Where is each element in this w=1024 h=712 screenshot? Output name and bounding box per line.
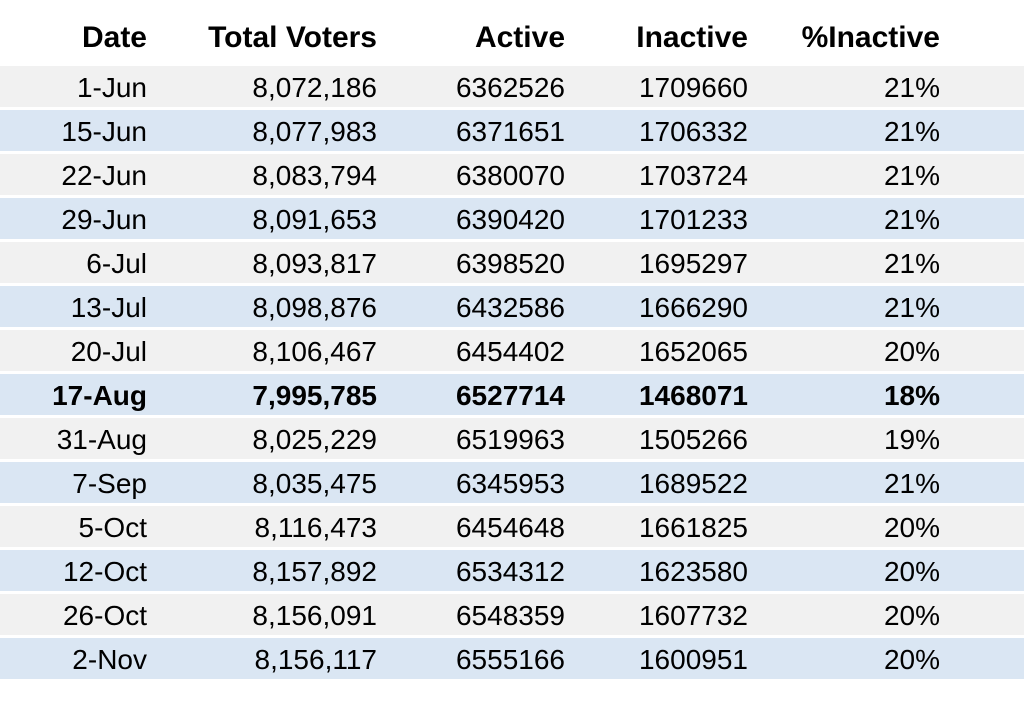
cell-date: 6-Jul: [0, 240, 160, 286]
cell-total-voters: 8,098,876: [160, 284, 390, 330]
table-row: 6-Jul 8,093,817 6398520 1695297 21%: [0, 240, 1024, 286]
table-row: 13-Jul 8,098,876 6432586 1666290 21%: [0, 284, 1024, 330]
cell-pct-inactive: 21%: [761, 284, 1024, 330]
column-header-inactive: Inactive: [578, 0, 761, 66]
table-row: 31-Aug 8,025,229 6519963 1505266 19%: [0, 416, 1024, 462]
cell-pct-inactive: 20%: [761, 504, 1024, 550]
cell-active: 6390420: [390, 196, 578, 242]
cell-date: 12-Oct: [0, 548, 160, 594]
table-row: 12-Oct 8,157,892 6534312 1623580 20%: [0, 548, 1024, 594]
cell-total-voters: 8,156,117: [160, 636, 390, 682]
cell-pct-inactive: 18%: [761, 372, 1024, 418]
cell-pct-inactive: 21%: [761, 152, 1024, 198]
cell-inactive: 1701233: [578, 196, 761, 242]
cell-inactive: 1505266: [578, 416, 761, 462]
cell-inactive: 1600951: [578, 636, 761, 682]
cell-active: 6548359: [390, 592, 578, 638]
cell-inactive: 1695297: [578, 240, 761, 286]
cell-date: 2-Nov: [0, 636, 160, 682]
cell-total-voters: 8,035,475: [160, 460, 390, 506]
cell-pct-inactive: 21%: [761, 108, 1024, 154]
cell-inactive: 1709660: [578, 64, 761, 110]
cell-date: 31-Aug: [0, 416, 160, 462]
cell-date: 1-Jun: [0, 64, 160, 110]
cell-inactive: 1652065: [578, 328, 761, 374]
cell-date: 26-Oct: [0, 592, 160, 638]
cell-pct-inactive: 21%: [761, 460, 1024, 506]
cell-active: 6398520: [390, 240, 578, 286]
table-row: 29-Jun 8,091,653 6390420 1701233 21%: [0, 196, 1024, 242]
cell-date: 13-Jul: [0, 284, 160, 330]
table-body: 1-Jun 8,072,186 6362526 1709660 21% 15-Jun 8,0…: [0, 64, 1024, 682]
cell-pct-inactive: 21%: [761, 240, 1024, 286]
cell-active: 6534312: [390, 548, 578, 594]
cell-inactive: 1703724: [578, 152, 761, 198]
table-row: 22-Jun 8,083,794 6380070 1703724 21%: [0, 152, 1024, 198]
column-header-total-voters: Total Voters: [160, 0, 390, 66]
column-header-pct-inactive: %Inactive: [761, 0, 1024, 66]
cell-active: 6454648: [390, 504, 578, 550]
cell-total-voters: 8,077,983: [160, 108, 390, 154]
cell-date: 15-Jun: [0, 108, 160, 154]
cell-pct-inactive: 20%: [761, 592, 1024, 638]
cell-date: 7-Sep: [0, 460, 160, 506]
table-row: 7-Sep 8,035,475 6345953 1689522 21%: [0, 460, 1024, 506]
table-row: 5-Oct 8,116,473 6454648 1661825 20%: [0, 504, 1024, 550]
cell-active: 6362526: [390, 64, 578, 110]
header-row: Date Total Voters Active Inactive %Inact…: [0, 0, 1024, 66]
cell-active: 6432586: [390, 284, 578, 330]
cell-active: 6345953: [390, 460, 578, 506]
cell-total-voters: 8,091,653: [160, 196, 390, 242]
cell-total-voters: 8,156,091: [160, 592, 390, 638]
table-row: 2-Nov 8,156,117 6555166 1600951 20%: [0, 636, 1024, 682]
cell-pct-inactive: 20%: [761, 328, 1024, 374]
cell-inactive: 1689522: [578, 460, 761, 506]
cell-inactive: 1607732: [578, 592, 761, 638]
table-row: 1-Jun 8,072,186 6362526 1709660 21%: [0, 64, 1024, 110]
table-row: 26-Oct 8,156,091 6548359 1607732 20%: [0, 592, 1024, 638]
cell-pct-inactive: 20%: [761, 636, 1024, 682]
cell-date: 17-Aug: [0, 372, 160, 418]
cell-inactive: 1666290: [578, 284, 761, 330]
cell-total-voters: 8,106,467: [160, 328, 390, 374]
cell-active: 6519963: [390, 416, 578, 462]
cell-pct-inactive: 19%: [761, 416, 1024, 462]
cell-inactive: 1468071: [578, 372, 761, 418]
cell-active: 6371651: [390, 108, 578, 154]
cell-total-voters: 8,157,892: [160, 548, 390, 594]
cell-active: 6527714: [390, 372, 578, 418]
table-row: 17-Aug 7,995,785 6527714 1468071 18%: [0, 372, 1024, 418]
column-header-active: Active: [390, 0, 578, 66]
column-header-date: Date: [0, 0, 160, 66]
table-row: 15-Jun 8,077,983 6371651 1706332 21%: [0, 108, 1024, 154]
cell-date: 29-Jun: [0, 196, 160, 242]
cell-pct-inactive: 20%: [761, 548, 1024, 594]
voter-registration-table: Date Total Voters Active Inactive %Inact…: [0, 0, 1024, 682]
cell-active: 6555166: [390, 636, 578, 682]
cell-pct-inactive: 21%: [761, 64, 1024, 110]
cell-date: 22-Jun: [0, 152, 160, 198]
cell-active: 6454402: [390, 328, 578, 374]
cell-total-voters: 8,025,229: [160, 416, 390, 462]
cell-total-voters: 7,995,785: [160, 372, 390, 418]
cell-total-voters: 8,093,817: [160, 240, 390, 286]
cell-date: 5-Oct: [0, 504, 160, 550]
cell-inactive: 1661825: [578, 504, 761, 550]
cell-inactive: 1623580: [578, 548, 761, 594]
table-row: 20-Jul 8,106,467 6454402 1652065 20%: [0, 328, 1024, 374]
table-header: Date Total Voters Active Inactive %Inact…: [0, 0, 1024, 66]
cell-total-voters: 8,072,186: [160, 64, 390, 110]
cell-date: 20-Jul: [0, 328, 160, 374]
cell-total-voters: 8,083,794: [160, 152, 390, 198]
cell-total-voters: 8,116,473: [160, 504, 390, 550]
cell-inactive: 1706332: [578, 108, 761, 154]
cell-pct-inactive: 21%: [761, 196, 1024, 242]
cell-active: 6380070: [390, 152, 578, 198]
